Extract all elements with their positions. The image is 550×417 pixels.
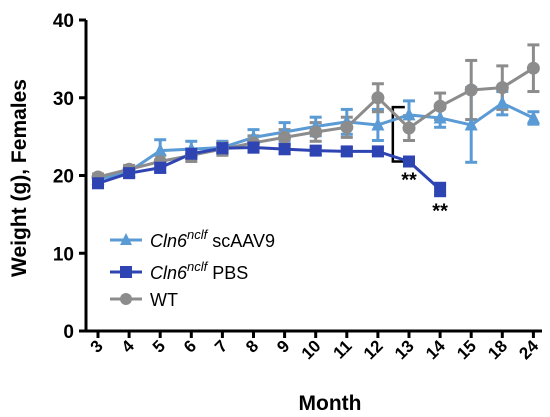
x-tick-label: 12 (360, 336, 387, 363)
data-point (185, 147, 198, 160)
y-tick-label: 20 (53, 167, 74, 188)
data-point (371, 145, 384, 158)
data-point (433, 99, 447, 113)
data-point (526, 61, 540, 75)
series-line (97, 146, 442, 191)
y-tick-label: 40 (53, 11, 74, 32)
x-tick-label: 24 (515, 336, 542, 363)
y-axis-label: Weight (g), Females (8, 79, 31, 277)
data-point (120, 266, 132, 278)
x-tick-label: 5 (149, 336, 169, 356)
x-tick-label: 7 (211, 336, 231, 356)
data-point (120, 293, 132, 305)
y-tick-label: 30 (53, 89, 74, 110)
data-point (433, 110, 447, 124)
x-tick-label: 18 (484, 336, 511, 363)
data-point (120, 233, 132, 245)
data-point (371, 91, 385, 105)
data-point (495, 95, 509, 109)
data-point (309, 144, 322, 157)
data-point (371, 117, 385, 131)
x-axis-label: Month (299, 392, 362, 415)
y-tick-label: 10 (53, 244, 74, 265)
data-point (309, 125, 323, 139)
data-point (153, 143, 167, 157)
legend-label: WT (150, 290, 178, 310)
data-point (464, 83, 478, 97)
data-point (278, 143, 291, 156)
data-point (526, 110, 540, 124)
significance-label: ** (432, 201, 448, 223)
data-point (464, 117, 478, 131)
data-point (123, 167, 136, 180)
x-tick-label: 14 (422, 336, 449, 363)
x-tick-label: 10 (298, 336, 325, 363)
x-tick-label: 4 (118, 336, 139, 357)
data-point (340, 120, 354, 134)
legend-label: Cln6nclf PBS (150, 259, 248, 283)
x-tick-label: 11 (329, 336, 355, 362)
significance-label: ** (401, 170, 417, 192)
x-tick-label: 3 (87, 336, 107, 356)
data-point (278, 130, 292, 144)
x-tick-label: 8 (242, 336, 262, 356)
x-tick-label: 6 (180, 336, 200, 356)
data-point (402, 121, 416, 135)
data-point (434, 183, 447, 196)
legend-label: Cln6nclf scAAV9 (150, 227, 275, 251)
data-point (495, 81, 509, 95)
x-tick-label: 9 (273, 336, 293, 356)
data-point (340, 145, 353, 158)
data-point (92, 177, 104, 190)
y-tick-label: 0 (63, 322, 74, 343)
data-point (403, 155, 415, 168)
data-point (247, 141, 260, 154)
x-tick-label: 13 (391, 336, 418, 363)
data-point (154, 161, 167, 174)
data-point (402, 107, 416, 121)
significance-bracket (391, 105, 405, 163)
data-point (216, 142, 229, 155)
x-tick-label: 15 (453, 336, 480, 363)
